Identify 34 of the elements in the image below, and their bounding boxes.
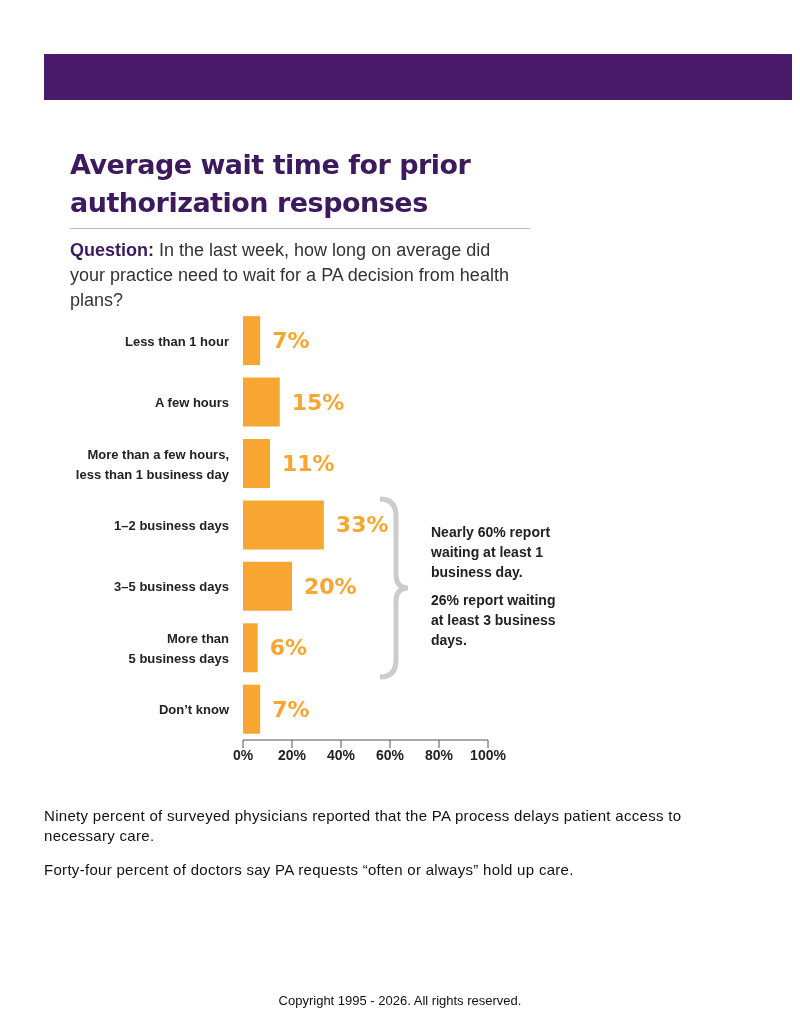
data-label: 33% <box>335 512 389 538</box>
bar <box>243 439 270 488</box>
text: Forty-four percent of doctors say PA requests “often or always” hold up care. <box>44 860 575 880</box>
data-label: 11% <box>281 451 335 476</box>
y-tick-label: More than 5 business days <box>128 630 230 666</box>
bar <box>243 377 280 427</box>
x-tick-label: 100% <box>470 746 507 763</box>
annotation: 26% report waiting at least 3 business days. <box>431 591 557 650</box>
bar <box>243 561 292 611</box>
data-label: 6% <box>269 635 308 661</box>
y-tick-label: Don’t know <box>158 701 230 717</box>
x-tick-label: 0% <box>232 746 254 763</box>
y-tick-label: A few hours <box>155 394 229 410</box>
x-tick-label: 60% <box>375 746 405 763</box>
bar <box>243 316 261 366</box>
y-tick-label: 1–2 business days <box>114 517 229 533</box>
y-tick-label: More than a few hours, less than 1 business day <box>75 446 230 482</box>
data-label: 15% <box>291 389 345 415</box>
text: Copyright 1995 - 2026. All rights reserved. <box>277 993 523 1008</box>
data-label: 20% <box>304 573 357 599</box>
y-tick-label: Less than 1 hour <box>124 333 229 349</box>
data-label: 7% <box>272 328 310 354</box>
chart-subtitle: Question: In the last week, how long on average did your practice need to wait for a PA decision from health plans? <box>70 239 510 312</box>
bar <box>243 500 324 550</box>
data-label: 7% <box>272 696 310 722</box>
bar <box>243 684 261 734</box>
chart-title: Average wait time for prior authorization responses <box>70 146 530 229</box>
x-tick-label: 40% <box>326 746 356 763</box>
x-tick-label: 80% <box>424 746 454 763</box>
bar <box>243 623 258 673</box>
x-tick-label: 20% <box>277 746 307 763</box>
annotation: Nearly 60% report waiting at least 1 business day. <box>431 523 552 582</box>
text: Ninety percent of surveyed physicians reported that the PA process delays patient access to necessary care. <box>44 806 683 846</box>
y-tick-label: 3–5 business days <box>114 578 229 594</box>
